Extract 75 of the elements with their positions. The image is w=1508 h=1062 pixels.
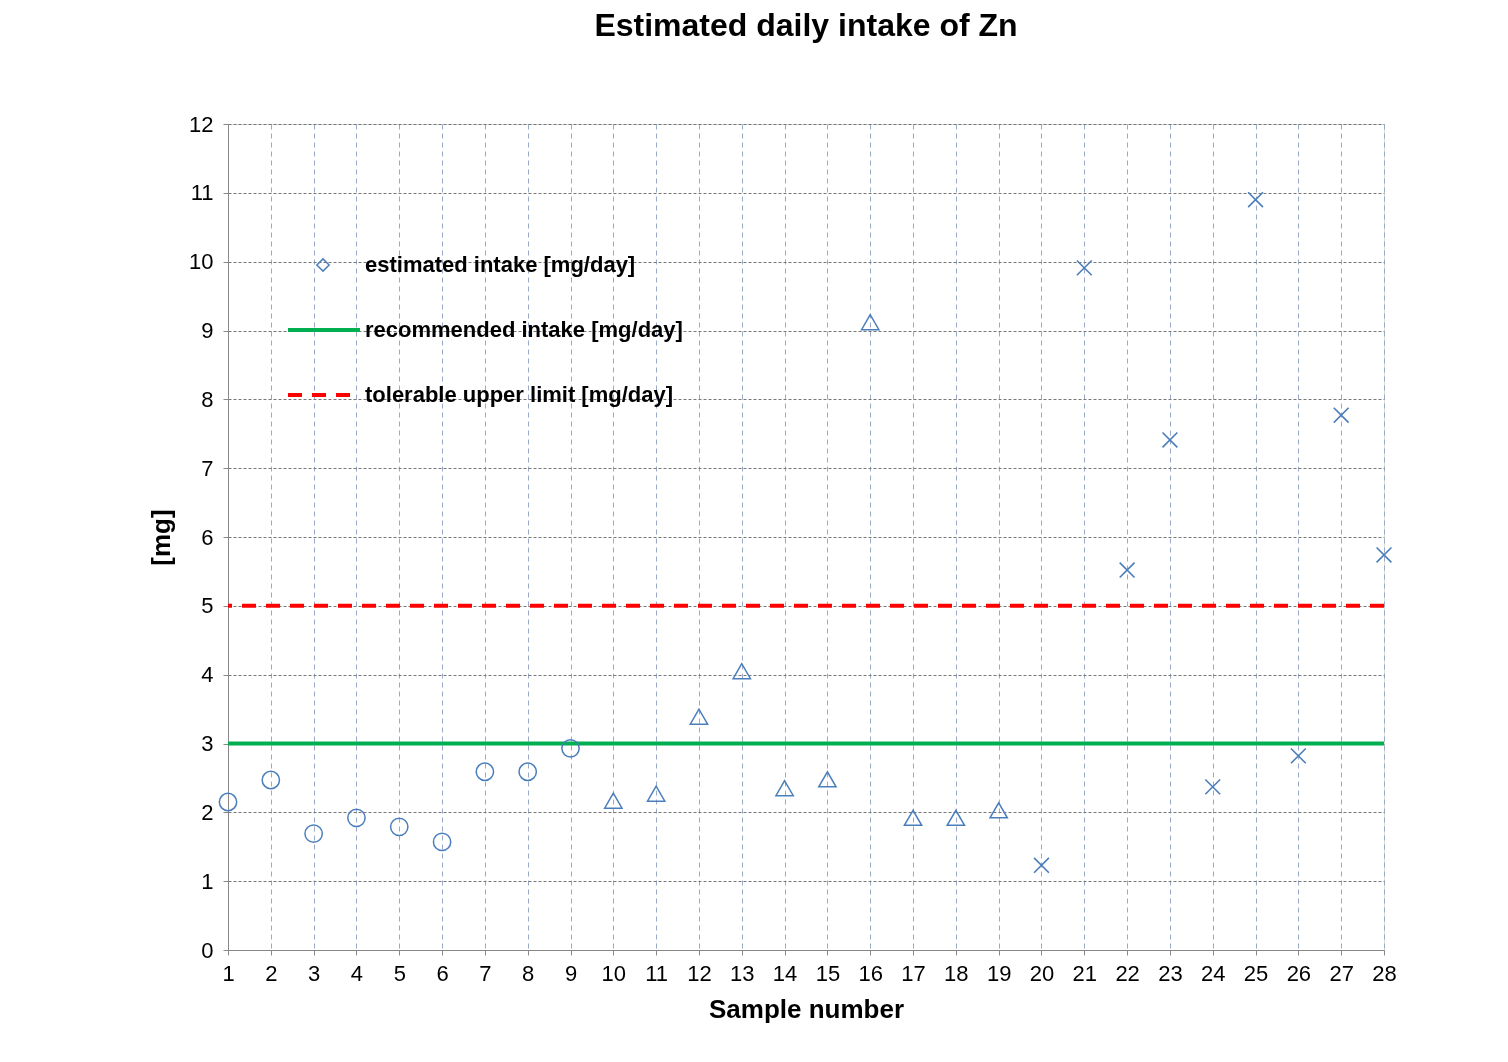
point [903,809,923,827]
x-tick-label: 17 [901,960,926,986]
x-tick-label: 28 [1372,960,1397,986]
x-tick-label: 24 [1201,960,1226,986]
x-tick-label: 20 [1029,960,1055,986]
point [432,832,452,852]
point [1290,747,1307,765]
legend-label: recommended intake [mg/day] [365,317,683,342]
y-tick-label: 9 [201,318,214,343]
x-tick-label: 23 [1158,960,1183,986]
y-tick-label: 0 [201,937,214,963]
point [261,770,281,790]
x-tick-label: 3 [308,960,321,986]
point [518,762,538,782]
x-tick-label: 13 [730,960,755,986]
x-tick-label: 11 [645,960,669,986]
y-tick-label: 4 [201,662,214,688]
x-tick-label: 15 [815,960,841,986]
point [989,802,1009,819]
x-tick-label: 2 [265,960,278,986]
x-tick-label: 16 [858,960,883,986]
chart-title: Estimated daily intake of Zn [594,7,1018,43]
point [860,313,880,331]
point [775,779,794,797]
x-tick-label: 10 [601,960,627,986]
point [1332,406,1350,424]
x-tick-label: 4 [350,960,364,986]
x-tick-label: 25 [1243,960,1269,986]
x-tick-label: 7 [479,960,492,986]
x-tick-label: 6 [436,960,449,986]
x-tick-label: 8 [522,960,535,986]
point [561,738,580,758]
y-tick-label: 10 [189,249,214,275]
y-tick-label: 7 [201,455,214,481]
point [1033,857,1050,874]
legend-label: estimated intake [mg/day] [365,252,636,277]
y-tick-label: 12 [189,111,214,137]
y-tick-label: 8 [201,386,214,412]
point [946,809,966,827]
x-tick-label: 12 [687,960,712,986]
point [1118,561,1136,579]
x-tick-label: 14 [772,960,798,986]
point [218,792,238,812]
x-tick-label: 18 [944,960,969,986]
y-tick-label: 1 [201,868,214,894]
y-tick-label: 3 [201,731,214,756]
point [1161,431,1179,449]
point [1204,778,1221,796]
x-tick-label: 1 [222,960,235,986]
point [689,708,709,725]
legend-label: tolerable upper limit [mg/day] [365,382,674,407]
point [347,808,366,828]
y-tick-label: 11 [190,180,214,206]
point [1076,259,1093,277]
x-tick-label: 27 [1329,960,1354,986]
x-tick-label: 9 [564,960,578,986]
y-tick-label: 6 [201,524,214,550]
y-axis-title: [mg] [146,509,177,566]
point [475,762,495,782]
point [818,771,837,788]
point [304,824,324,844]
x-axis-title: Sample number [708,993,905,1024]
y-tick-label: 5 [201,593,214,619]
point [646,785,666,802]
x-tick-label: 26 [1286,960,1312,986]
x-tick-label: 22 [1115,960,1140,986]
y-tick-label: 2 [201,799,214,825]
point [1375,546,1393,564]
x-tick-label: 19 [986,960,1012,986]
point [389,817,409,837]
x-tick-label: 21 [1072,960,1098,986]
point [732,662,752,680]
point [603,792,623,809]
x-tick-label: 5 [393,960,406,986]
point [1247,191,1264,208]
